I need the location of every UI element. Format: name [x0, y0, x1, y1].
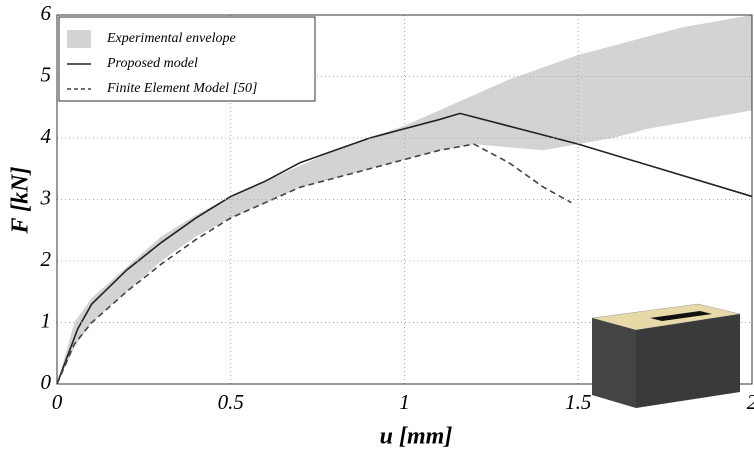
x-tick-label: 1 — [399, 390, 410, 414]
inset-block — [592, 304, 740, 408]
x-tick-label: 0.5 — [218, 390, 244, 414]
x-axis-label: u [mm] — [380, 424, 453, 450]
y-tick-label: 3 — [40, 185, 52, 209]
y-tick-label: 4 — [41, 124, 52, 148]
x-tick-label: 1.5 — [565, 390, 591, 414]
chart: Experimental envelope Proposed model Finit… — [0, 0, 754, 452]
y-tick-label: 2 — [41, 247, 52, 271]
x-tick-label: 2 — [747, 390, 754, 414]
y-tick-label: 6 — [41, 1, 52, 25]
y-axis-label: F [kN] — [8, 167, 34, 235]
legend-label: Finite Element Model [50] — [106, 81, 257, 96]
legend-label: Experimental envelope — [106, 31, 236, 46]
y-tick-label: 5 — [41, 62, 52, 86]
y-tick-label: 0 — [41, 370, 52, 394]
legend-label: Proposed model — [106, 56, 198, 71]
legend-swatch — [67, 30, 91, 48]
y-tick-label: 1 — [41, 308, 52, 332]
x-tick-label: 0 — [52, 390, 63, 414]
